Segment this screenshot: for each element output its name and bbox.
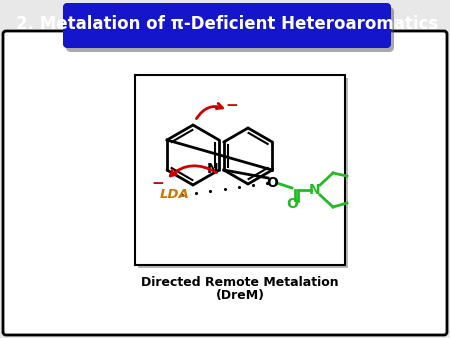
FancyBboxPatch shape — [3, 31, 447, 335]
Text: N: N — [207, 162, 219, 176]
FancyBboxPatch shape — [135, 75, 345, 265]
Text: −: − — [225, 97, 238, 113]
Text: Directed Remote Metalation: Directed Remote Metalation — [141, 275, 339, 289]
Text: LDA: LDA — [160, 189, 190, 201]
Text: −: − — [152, 175, 164, 191]
Text: O: O — [266, 176, 278, 190]
Text: (DreM): (DreM) — [216, 289, 265, 301]
FancyBboxPatch shape — [63, 3, 391, 48]
Text: N: N — [309, 183, 321, 197]
Text: 2. Metalation of π-Deficient Heteroaromatics: 2. Metalation of π-Deficient Heteroaroma… — [16, 15, 438, 33]
FancyBboxPatch shape — [138, 78, 348, 268]
Text: O: O — [286, 197, 298, 211]
FancyBboxPatch shape — [63, 3, 391, 48]
FancyBboxPatch shape — [66, 7, 394, 52]
